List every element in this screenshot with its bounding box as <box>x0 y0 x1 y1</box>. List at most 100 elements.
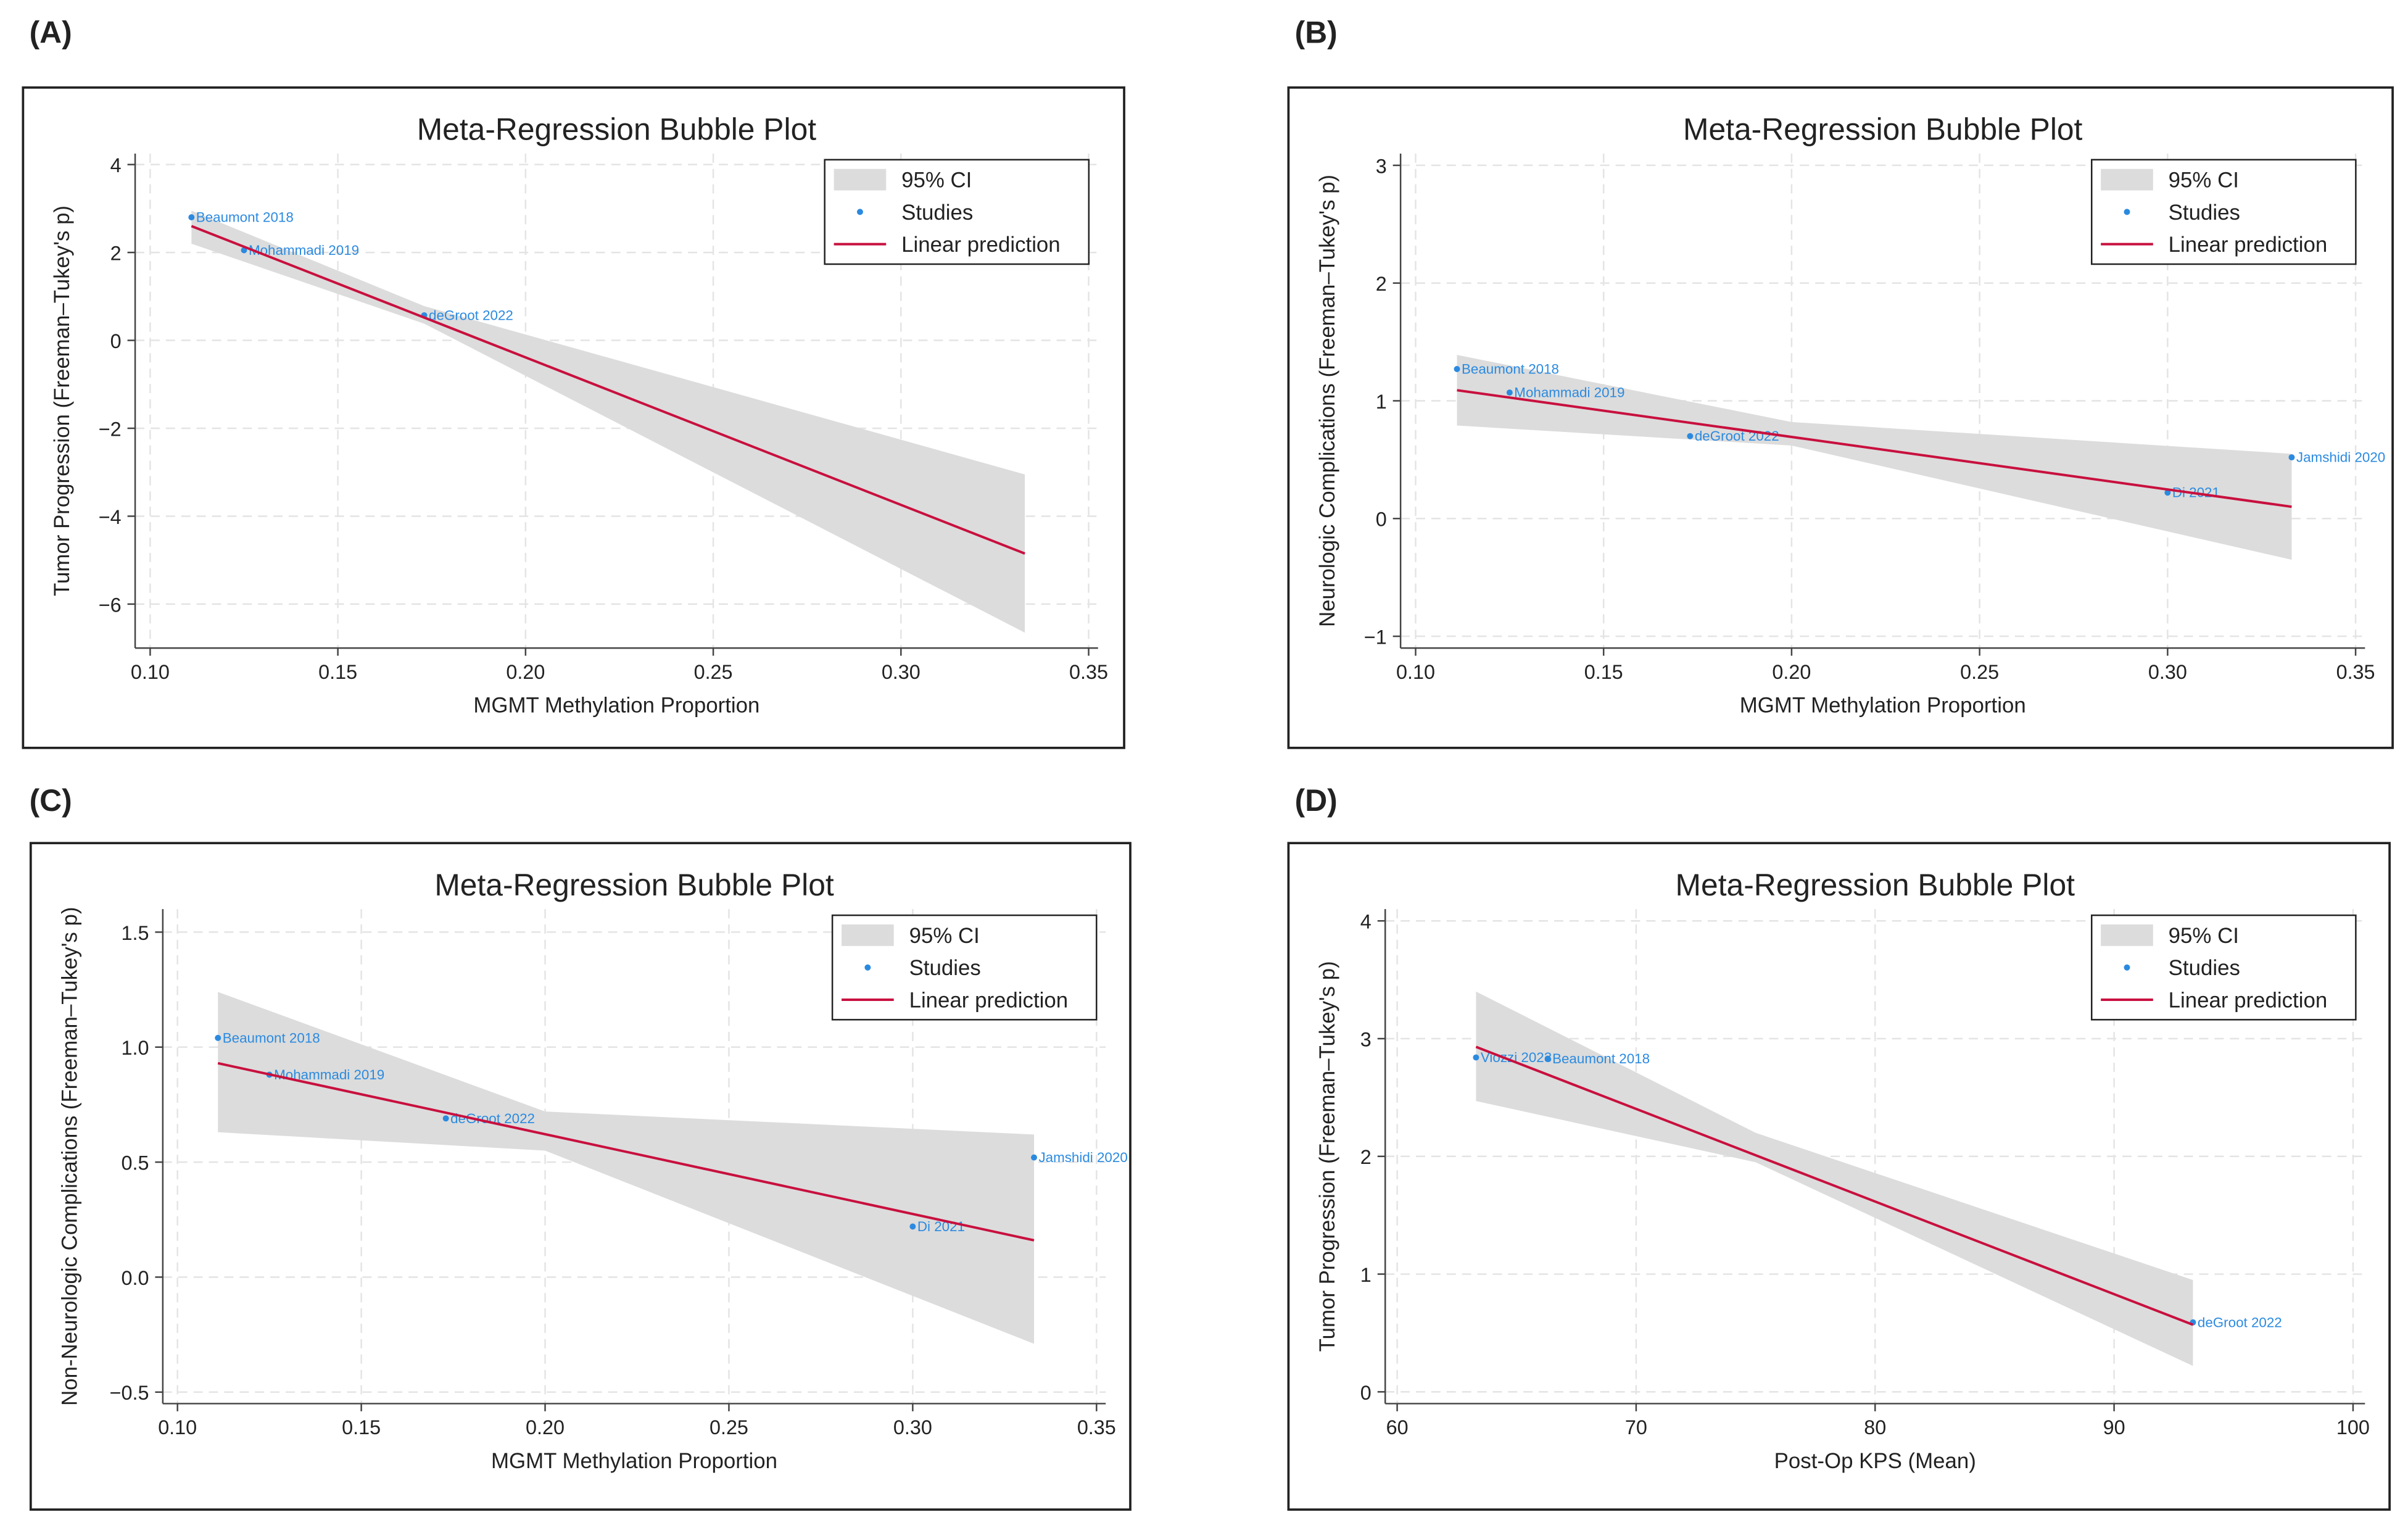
study-label: deGroot 2022 <box>429 307 513 323</box>
study-point <box>215 1034 221 1041</box>
y-axis-label: Non-Neurologic Complications (Freeman–Tu… <box>57 907 81 1406</box>
chart-title: Meta-Regression Bubble Plot <box>1676 868 2075 902</box>
legend-label: 95% CI <box>901 168 972 193</box>
study-point <box>442 1115 449 1122</box>
legend-label: 95% CI <box>2169 924 2239 948</box>
study-label: deGroot 2022 <box>2198 1314 2282 1330</box>
legend-swatch <box>2101 168 2153 191</box>
x-tick-label: 0.20 <box>526 1416 565 1439</box>
chart-title: Meta-Regression Bubble Plot <box>434 868 834 902</box>
legend-label: 95% CI <box>909 924 980 948</box>
panel-label: (D) <box>1295 783 1338 818</box>
y-tick-label: 4 <box>1360 911 1372 933</box>
legend-label: Studies <box>2169 956 2240 980</box>
x-tick-label: 90 <box>2103 1416 2125 1439</box>
legend-swatch <box>2124 964 2130 971</box>
study-label: Mohammadi 2019 <box>1514 385 1624 401</box>
study-label: deGroot 2022 <box>1695 428 1779 444</box>
y-tick-label: 2 <box>1376 273 1387 295</box>
study-point <box>1031 1154 1037 1161</box>
legend-swatch <box>856 209 863 215</box>
y-axis-label: Tumor Progression (Freeman–Tukey's p) <box>50 206 74 596</box>
y-tick-label: −2 <box>99 418 122 440</box>
legend-label: Linear prediction <box>909 988 1069 1012</box>
study-point <box>909 1223 916 1230</box>
x-axis-label: MGMT Methylation Proportion <box>491 1449 777 1473</box>
legend-label: 95% CI <box>2169 168 2239 193</box>
chart-title: Meta-Regression Bubble Plot <box>417 112 817 146</box>
x-tick-label: 0.30 <box>2148 661 2187 683</box>
study-label: Beaumont 2018 <box>1462 361 1559 376</box>
ci-band <box>1457 355 2292 560</box>
y-tick-label: −4 <box>99 506 122 528</box>
x-tick-label: 0.15 <box>1584 661 1623 683</box>
legend-label: Linear prediction <box>2169 233 2328 257</box>
x-axis-label: MGMT Methylation Proportion <box>1740 694 2026 718</box>
y-tick-label: 2 <box>1360 1146 1372 1168</box>
x-tick-label: 70 <box>1625 1416 1647 1439</box>
x-tick-label: 100 <box>2336 1416 2370 1439</box>
y-tick-label: 0 <box>1376 509 1387 531</box>
x-tick-label: 0.15 <box>318 661 357 683</box>
x-tick-label: 0.35 <box>2336 661 2375 683</box>
x-tick-label: 60 <box>1386 1416 1409 1439</box>
study-point <box>188 214 195 221</box>
prediction-line <box>1457 389 2292 509</box>
x-tick-label: 0.30 <box>893 1416 932 1439</box>
ci-band <box>1476 991 2193 1366</box>
y-tick-label: 1.5 <box>121 922 149 944</box>
legend-swatch <box>864 964 871 971</box>
legend-swatch <box>2124 209 2130 215</box>
legend-swatch <box>842 924 894 946</box>
prediction-line <box>217 1061 1035 1242</box>
study-point <box>1687 433 1694 439</box>
study-point <box>2164 489 2171 496</box>
x-tick-label: 0.25 <box>694 661 733 683</box>
y-tick-label: 0.0 <box>121 1267 149 1289</box>
x-tick-label: 0.35 <box>1077 1416 1116 1439</box>
y-tick-label: −1 <box>1364 626 1387 648</box>
y-tick-label: 0 <box>1360 1382 1372 1404</box>
ci-band <box>191 210 1025 633</box>
y-tick-label: −0.5 <box>110 1382 149 1404</box>
x-tick-label: 0.10 <box>158 1416 197 1439</box>
panel-label: (C) <box>30 783 72 818</box>
study-point <box>1506 389 1513 396</box>
legend-label: Linear prediction <box>901 233 1061 257</box>
y-tick-label: 0.5 <box>121 1152 149 1174</box>
legend-swatch <box>2101 924 2153 946</box>
chart-title: Meta-Regression Bubble Plot <box>1683 112 2083 146</box>
x-tick-label: 0.20 <box>1772 661 1811 683</box>
legend-label: Studies <box>909 956 981 980</box>
ci-band <box>218 992 1035 1344</box>
y-tick-label: 1 <box>1360 1264 1372 1286</box>
study-label: Jamshidi 2020 <box>1038 1150 1127 1165</box>
study-label: Beaumont 2018 <box>196 210 294 225</box>
y-tick-label: −6 <box>99 594 122 616</box>
y-axis-label: Tumor Progression (Freeman–Tukey's p) <box>1315 961 1339 1352</box>
x-tick-label: 0.10 <box>131 661 170 683</box>
legend-label: Studies <box>2169 201 2240 225</box>
prediction-line <box>1475 1045 2194 1326</box>
x-tick-label: 0.25 <box>710 1416 748 1439</box>
x-tick-label: 0.25 <box>1960 661 1999 683</box>
study-label: Beaumont 2018 <box>223 1030 320 1045</box>
y-axis-label: Neurologic Complications (Freeman–Tukey'… <box>1315 175 1339 627</box>
y-tick-label: 4 <box>110 154 122 176</box>
study-point <box>1544 1055 1551 1062</box>
legend-label: Linear prediction <box>2169 988 2328 1012</box>
y-tick-label: 2 <box>110 243 122 265</box>
study-point <box>241 247 247 254</box>
y-tick-label: 1.0 <box>121 1037 149 1059</box>
study-label: Jamshidi 2020 <box>2296 450 2385 465</box>
study-point <box>1473 1054 1479 1061</box>
x-axis-label: Post-Op KPS (Mean) <box>1774 1449 1976 1473</box>
y-tick-label: 1 <box>1376 391 1387 413</box>
panel-label: (A) <box>30 15 72 50</box>
panel-label: (B) <box>1295 15 1338 50</box>
x-tick-label: 0.10 <box>1396 661 1435 683</box>
study-point <box>1454 365 1460 372</box>
x-tick-label: 0.20 <box>506 661 545 683</box>
